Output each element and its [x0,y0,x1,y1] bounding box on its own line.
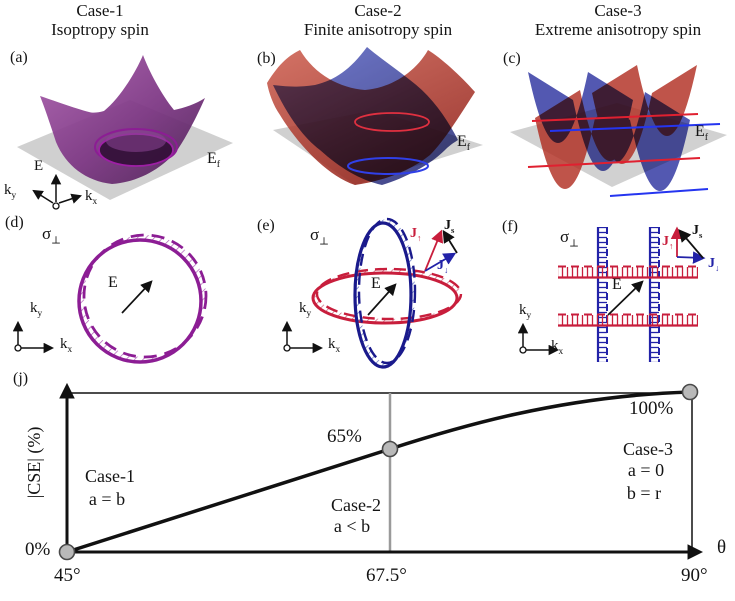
blue-fermi-lines-c [549,123,721,197]
fermi-lines-f [517,226,706,362]
panel-b-title-line1: Case-2 [354,1,402,20]
axis-triad-a [32,173,82,210]
fermi-level-label-a: Ef [207,150,221,171]
kx-axis-label-a: kx [85,188,98,207]
axis-origin-e [283,344,291,352]
j-s-label-e: Js [444,218,455,235]
axis-triad-d [12,320,55,354]
sigma-perp-label-d: σ⊥ [42,224,62,247]
j-down-label-f: J↓ [708,256,720,273]
energy-axis-label-a: E [34,158,44,174]
equilibrium-fermi-circle-dashed [82,233,208,359]
j-up-label-f: J↑ [662,234,674,251]
value-label-100pct: 100% [629,398,674,419]
band-structure-b [267,47,483,185]
panel-b-title-line2: Finite anisotropy spin [303,20,453,39]
blue-fermi-ellipse-solid [353,221,413,369]
panel-c-letter: (c) [503,50,521,67]
j-down-arrow-f [676,251,706,264]
cse-curve [66,390,691,554]
sigma-perp-label-f: σ⊥ [560,227,580,250]
chart-x-axis-label-theta: θ [717,537,727,558]
red-fermi-ellipse-dashed [315,267,463,321]
red-fermi-ellipse-solid [311,271,459,325]
blue-fermi-ladders-f [596,227,660,362]
axis-origin-d [14,344,22,352]
panel-c-title-line1: Case-3 [594,1,642,20]
panel-b-letter: (b) [257,50,276,67]
panel-e-letter: (e) [257,217,275,234]
case3-annotation-eq2: b = r [626,483,662,503]
j-up-arrow-e [424,229,444,272]
kx-axis-label-f: kx [551,338,564,357]
case2-annotation-name: Case-2 [331,495,381,515]
panel-c-title-line2: Extreme anisotropy spin [534,20,702,39]
red-fermi-lines-c [527,113,701,168]
fermi-level-label-b: Ef [457,133,471,154]
j-up-label-e: J↑ [410,226,422,243]
band-bowl-inner [106,130,166,152]
marker-45deg [58,543,76,561]
red-fermi-contour-b [354,112,430,132]
case1-annotation-eq: a = b [88,489,126,509]
marker-90deg [681,383,699,401]
case1-annotation-name: Case-1 [85,466,135,486]
panel-d-letter: (d) [5,214,24,231]
cse-vs-theta-chart [58,382,704,561]
j-down-label-e: J↓ [437,258,449,275]
data-markers [58,383,699,561]
e-field-label-f: E [612,276,622,293]
band-structure-c [510,65,727,197]
spin-current-vectors-e [424,229,458,272]
band-structure-a [17,55,233,210]
kx-axis-label-e: kx [328,336,341,355]
panel-b-title: Case-2 Finite anisotropy spin [258,1,498,39]
panel-c-title: Case-3 Extreme anisotropy spin [498,1,735,39]
kx-axis-label-d: kx [60,336,73,355]
case3-annotation-name: Case-3 [623,439,673,459]
ky-axis-label-f: ky [519,302,532,321]
red-fermi-ladders-f [558,265,698,327]
shifted-fermi-circle-solid [77,238,203,364]
blue-fermi-contour-b [347,157,429,175]
panel-j-letter: (j) [13,370,29,387]
fermi-level-label-c: Ef [695,123,709,144]
blue-fermi-ellipse-dashed [357,217,417,365]
axis-origin-f [519,346,527,354]
ky-axis-label-e: ky [299,300,312,319]
spin-current-vectors-f [670,226,706,264]
j-s-label-f: Js [692,223,703,240]
marker-67-5deg [381,440,399,458]
axis-origin-a [52,202,60,210]
panel-a-letter: (a) [10,49,28,66]
panel-a-title-line2: Isoptropy spin [51,20,149,39]
e-field-label-d: E [108,274,118,291]
panel-f-letter: (f) [502,218,518,235]
tick-label-45deg: 45° [54,565,81,586]
e-field-arrow-f [607,280,644,316]
case2-annotation-eq: a < b [333,516,371,536]
e-field-label-e: E [371,275,381,292]
sigma-perp-label-e: σ⊥ [310,225,330,248]
ky-axis-label-d: ky [30,300,43,319]
j-down-arrow-e [424,252,457,272]
axis-triad-f [517,322,560,356]
panel-a-title: Case-1 Isoptropy spin [0,1,220,39]
value-label-0pct: 0% [25,539,51,560]
tick-label-67-5deg: 67.5° [366,565,407,586]
fermi-ellipses-e [281,217,463,369]
j-s-arrow-f [678,229,704,259]
ky-axis-label-a: ky [4,182,17,201]
case3-annotation-eq1: a = 0 [627,460,665,480]
e-field-arrow-e [367,283,397,316]
e-field-arrow-d [121,280,153,314]
tick-label-90deg: 90° [681,565,708,586]
fermi-circle-d [12,233,208,364]
axis-triad-e [281,320,324,354]
value-label-65pct: 65% [327,426,362,447]
panel-a-title-line1: Case-1 [76,1,124,20]
j-s-arrow-e [442,229,458,254]
